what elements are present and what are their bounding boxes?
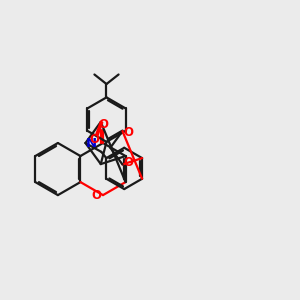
Text: O: O: [90, 133, 100, 146]
Text: O: O: [123, 126, 133, 139]
Text: N: N: [85, 136, 97, 149]
Text: O: O: [98, 118, 108, 131]
Text: O: O: [91, 189, 101, 202]
Text: O: O: [123, 156, 133, 170]
